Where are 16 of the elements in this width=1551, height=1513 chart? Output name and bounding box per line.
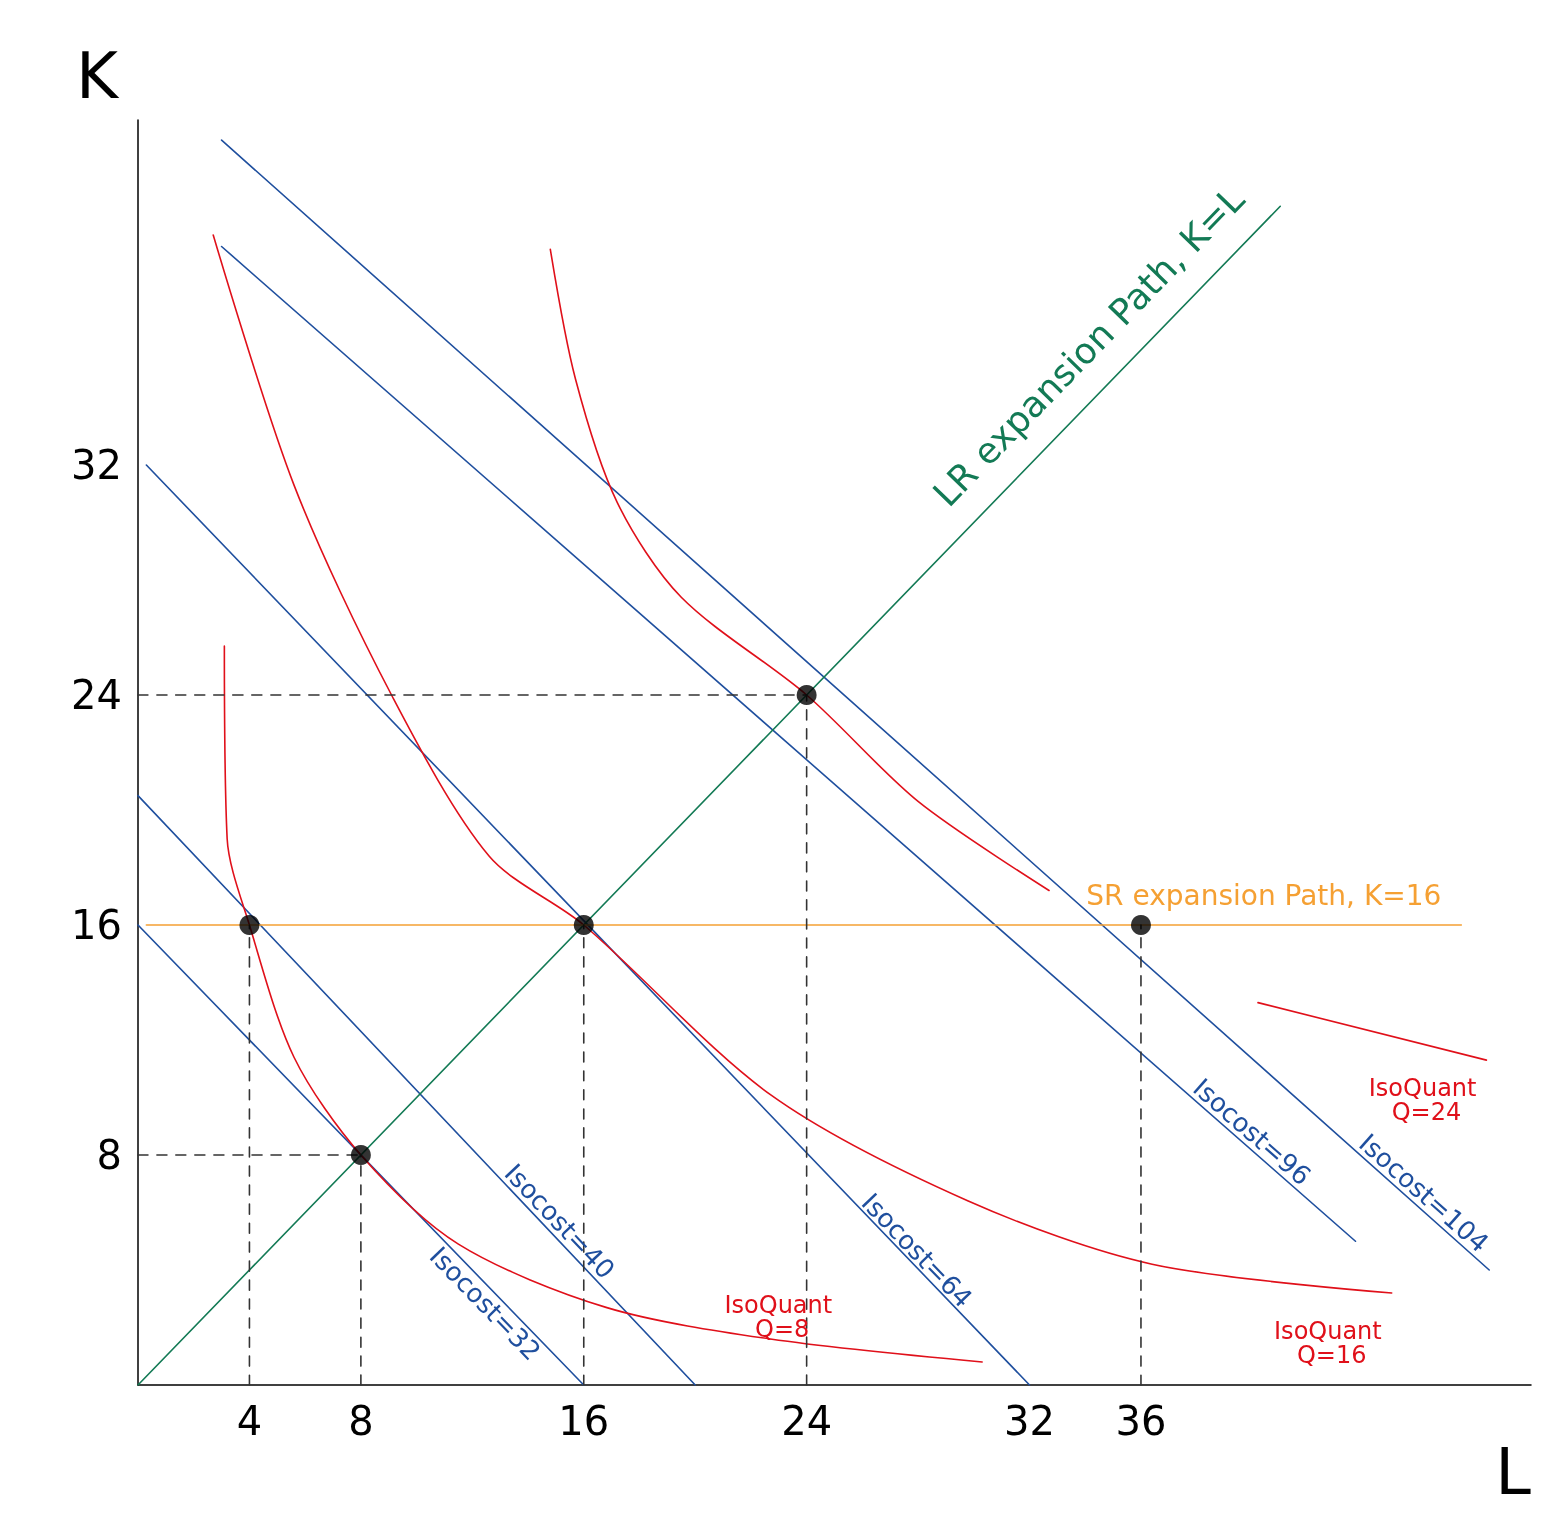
series-label: SR expansion Path, K=16 (1086, 878, 1442, 912)
series-label: IsoQuant Q=24 (1368, 1074, 1485, 1127)
y-tick-label: 24 (71, 672, 122, 718)
series-label: IsoQuant Q=16 (1274, 1317, 1390, 1369)
x-tick-label: 36 (1115, 1398, 1167, 1444)
x-tick-label: 24 (781, 1398, 833, 1444)
x-tick-label: 8 (348, 1398, 374, 1444)
x-tick-label: 32 (1004, 1398, 1055, 1444)
y-axis-title: K (76, 39, 121, 113)
y-tick-label: 8 (96, 1132, 122, 1178)
y-tick-label: 32 (71, 442, 122, 488)
y-tick-label: 16 (71, 902, 122, 948)
x-tick-label: 16 (558, 1398, 610, 1444)
x-tick-label: 4 (236, 1398, 263, 1444)
series-label: IsoQuant Q=8 (724, 1291, 840, 1343)
x-axis-title: L (1495, 1435, 1532, 1509)
